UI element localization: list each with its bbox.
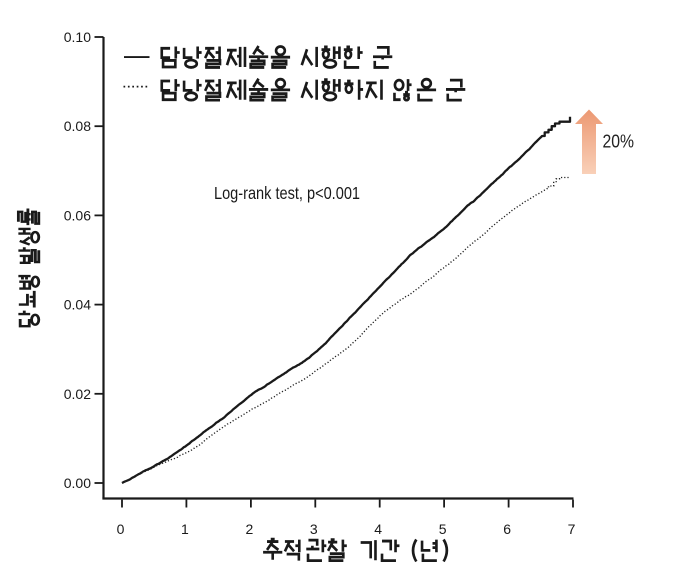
svg-text:2: 2 — [246, 521, 254, 537]
svg-text:0: 0 — [117, 521, 125, 537]
svg-text:0.02: 0.02 — [64, 386, 91, 402]
svg-text:1: 1 — [181, 521, 189, 537]
svg-text:4: 4 — [374, 521, 382, 537]
svg-text:5: 5 — [439, 521, 447, 537]
svg-text:0.06: 0.06 — [64, 207, 91, 223]
svg-text:20%: 20% — [603, 132, 635, 152]
svg-text:Log-rank test, p<0.001: Log-rank test, p<0.001 — [214, 183, 360, 203]
svg-text:0.08: 0.08 — [64, 118, 91, 134]
svg-text:3: 3 — [310, 521, 318, 537]
svg-text:0.04: 0.04 — [64, 297, 91, 313]
svg-text:7: 7 — [568, 521, 576, 537]
svg-text:6: 6 — [503, 521, 511, 537]
svg-text:0.00: 0.00 — [64, 475, 91, 491]
svg-text:0.10: 0.10 — [64, 29, 91, 45]
